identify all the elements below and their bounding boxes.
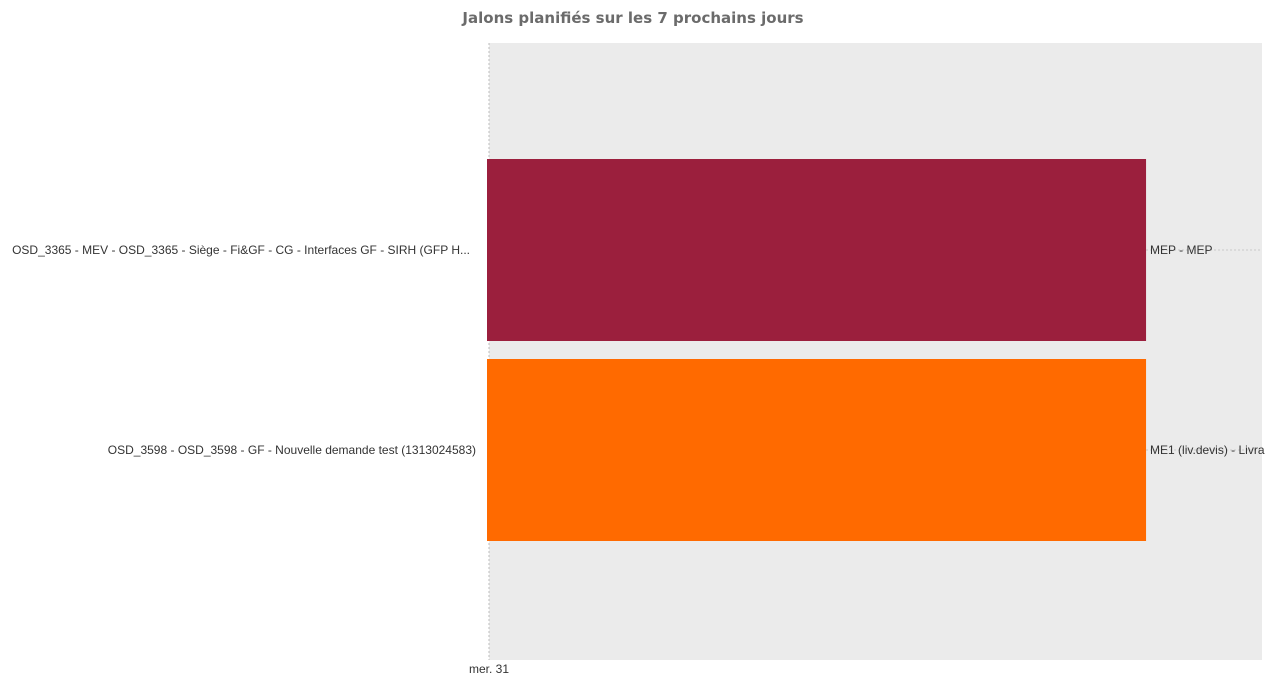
category-label: OSD_3598 - OSD_3598 - GF - Nouvelle dema… xyxy=(108,443,476,457)
plot-area xyxy=(489,43,1262,660)
category-label: OSD_3365 - MEV - OSD_3365 - Siège - Fi&G… xyxy=(12,243,470,257)
gantt-bar[interactable] xyxy=(487,159,1147,341)
chart-title: Jalons planifiés sur les 7 prochains jou… xyxy=(461,9,803,27)
gantt-bar[interactable] xyxy=(487,359,1147,541)
x-tick-label: mer. 31 xyxy=(469,662,509,676)
bar-data-label: MEP - MEP xyxy=(1150,243,1212,257)
chart-marks: OSD_3365 - MEV - OSD_3365 - Siège - Fi&G… xyxy=(12,159,1265,541)
bar-data-label: ME1 (liv.devis) - Livra xyxy=(1150,443,1265,457)
